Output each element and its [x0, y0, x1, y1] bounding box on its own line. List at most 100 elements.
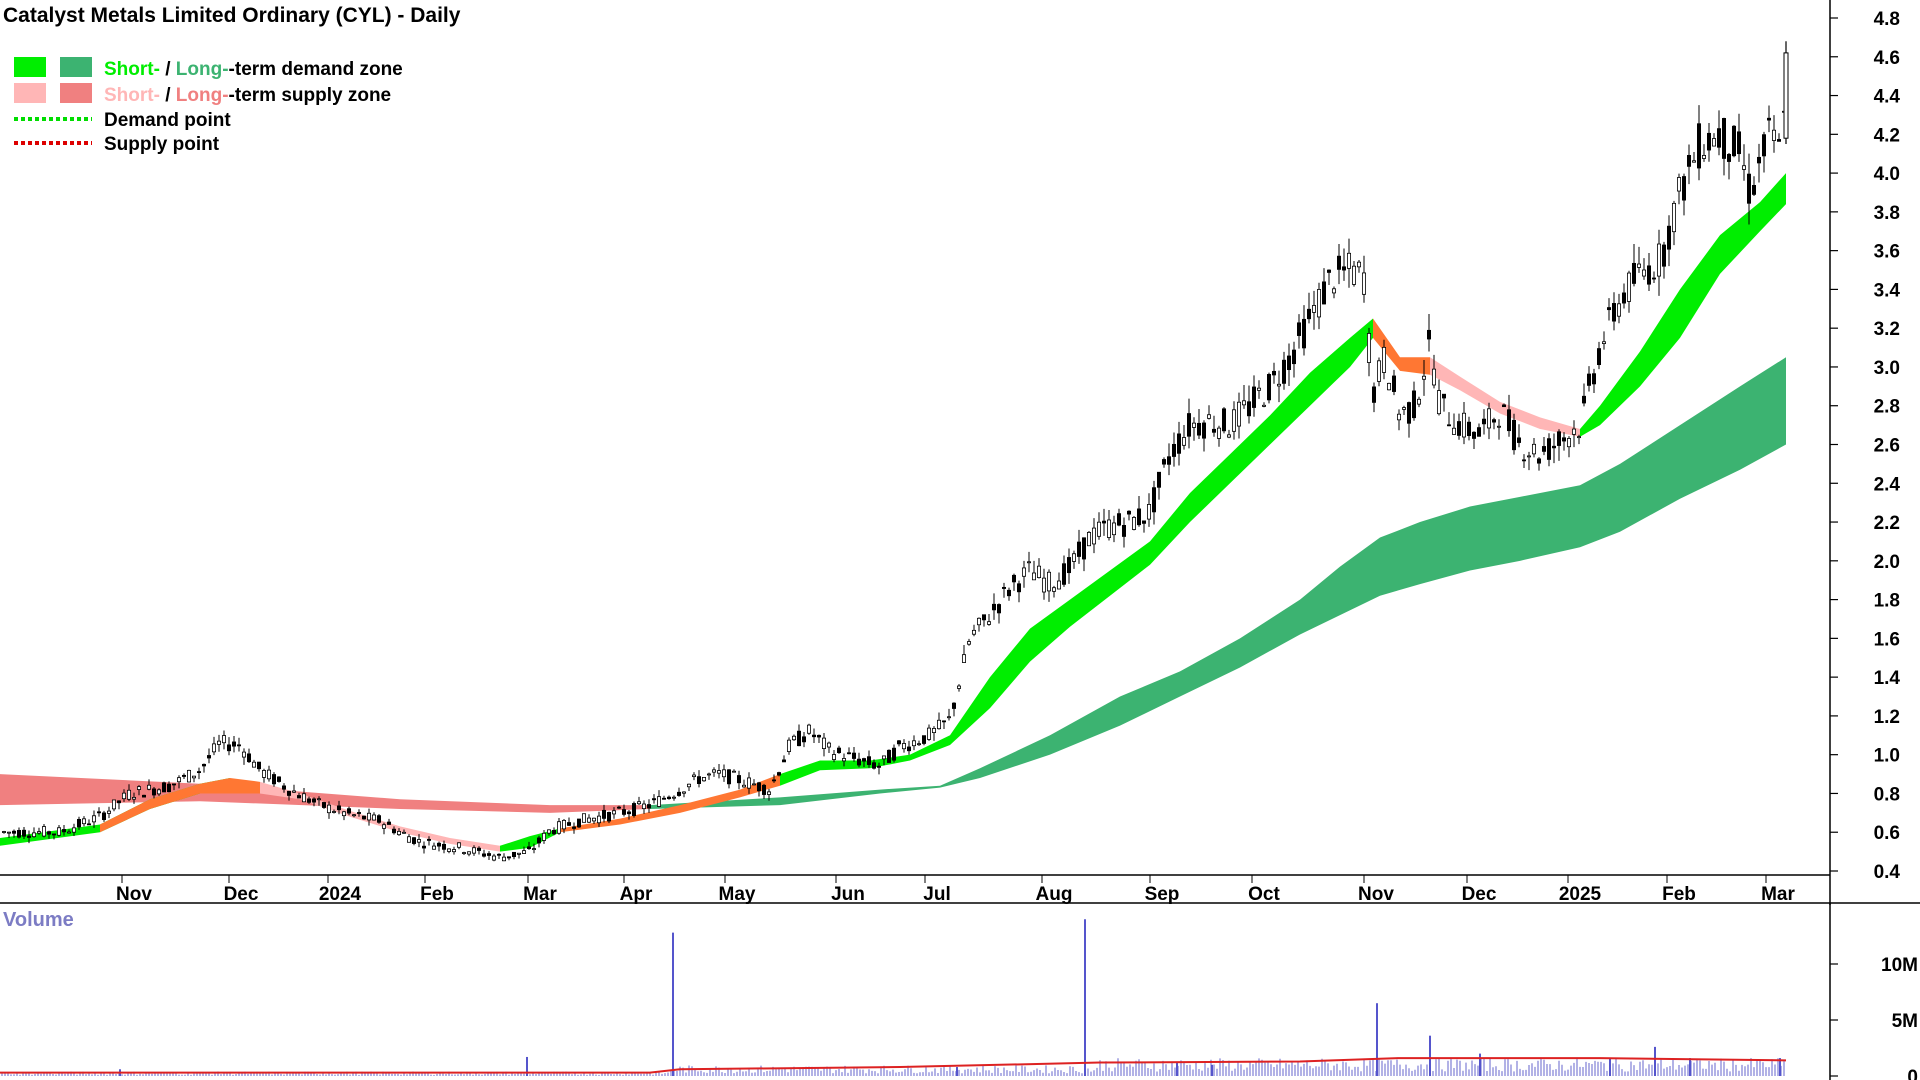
- candle: [1432, 354, 1437, 389]
- candle: [1322, 268, 1327, 305]
- candle: [742, 779, 747, 788]
- candle: [1477, 423, 1482, 437]
- candle: [972, 624, 977, 637]
- candle: [16, 827, 21, 839]
- candle: [822, 733, 827, 757]
- candle: [1017, 580, 1022, 603]
- candle: [657, 790, 662, 808]
- candle: [1232, 401, 1237, 440]
- candle: [371, 812, 376, 821]
- candle: [226, 737, 231, 756]
- candle: [1592, 368, 1597, 393]
- candle: [737, 770, 742, 790]
- candle: [1092, 518, 1097, 554]
- candle: [271, 772, 276, 787]
- candle: [1252, 375, 1257, 417]
- candle: [1307, 292, 1312, 324]
- candle: [562, 818, 567, 834]
- candle: [1037, 558, 1042, 579]
- candle: [122, 789, 127, 802]
- candle: [1407, 401, 1412, 438]
- x-tick-label: May: [719, 884, 756, 905]
- candle: [301, 788, 306, 803]
- candle: [196, 767, 201, 780]
- x-axis-ticks: Nov Dec 2024 Feb Mar Apr May Jun Jul Aug Sep Oct Nov…: [116, 875, 1795, 905]
- y-axis-ticks: 0.4 0.6 0.8 1.0 1.2 1.4 1.6 1.8 2.0 2.2 2.4 2.6 2.8 3…: [1830, 9, 1900, 883]
- candle: [1287, 343, 1292, 386]
- candle: [107, 806, 112, 819]
- candle: [291, 784, 296, 793]
- x-tick-label: Mar: [1761, 884, 1795, 905]
- candle: [1152, 480, 1157, 525]
- candle: [612, 807, 617, 819]
- candle: [426, 836, 431, 846]
- candle: [1532, 438, 1537, 458]
- y-tick-label: 1.0: [1874, 746, 1900, 767]
- candle: [236, 737, 241, 752]
- candle: [131, 792, 136, 804]
- legend-demand-point: Demand point: [104, 110, 231, 131]
- candle: [867, 750, 872, 768]
- candle: [1767, 105, 1772, 133]
- candle: [1007, 587, 1012, 601]
- candle: [1097, 512, 1102, 540]
- candle: [1077, 529, 1082, 564]
- candle: [1117, 508, 1122, 527]
- candle: [1257, 380, 1262, 399]
- candle: [476, 846, 481, 855]
- candle: [617, 805, 622, 810]
- candle: [1742, 144, 1747, 181]
- candle: [1042, 568, 1047, 600]
- candle: [937, 712, 942, 730]
- y-tick-label: 0.6: [1874, 823, 1900, 844]
- candle: [1402, 405, 1407, 416]
- candle: [52, 833, 57, 840]
- candle: [687, 783, 692, 791]
- candle: [376, 814, 381, 824]
- candle: [231, 735, 236, 753]
- candle: [837, 745, 842, 754]
- candle: [446, 848, 451, 854]
- candle: [1207, 405, 1212, 420]
- candle: [962, 644, 967, 663]
- x-tick-label: Dec: [224, 884, 259, 905]
- candle: [592, 817, 597, 824]
- candle: [1562, 432, 1567, 451]
- candle: [1057, 572, 1062, 590]
- candle: [411, 837, 416, 846]
- candle: [436, 841, 441, 852]
- short-term-demand-zone-4: [1580, 173, 1786, 437]
- x-tick-label: Oct: [1248, 884, 1280, 905]
- candle: [241, 748, 246, 765]
- candle: [992, 593, 997, 620]
- legend-supply-sep: /: [160, 85, 176, 106]
- candle: [136, 785, 141, 796]
- volume-axis-ticks: 0 5M 10M: [1830, 955, 1918, 1080]
- candle: [1417, 396, 1422, 408]
- candle: [792, 734, 797, 741]
- candle: [512, 851, 517, 860]
- candle: [1737, 113, 1742, 162]
- candle: [1577, 434, 1582, 445]
- candle: [827, 741, 832, 753]
- candle: [542, 830, 547, 844]
- candle: [141, 794, 146, 798]
- candle: [967, 638, 972, 646]
- candle: [1697, 105, 1702, 181]
- candle: [391, 826, 396, 835]
- candle: [331, 809, 336, 814]
- candle: [1167, 443, 1172, 476]
- candle: [1002, 582, 1007, 598]
- candle: [707, 772, 712, 780]
- candle: [852, 746, 857, 762]
- y-tick-label: 3.8: [1874, 203, 1900, 224]
- candle: [1627, 270, 1632, 313]
- candle: [21, 826, 26, 840]
- candle: [1102, 508, 1107, 536]
- candle: [1142, 520, 1147, 533]
- candle: [1527, 451, 1532, 471]
- candle: [1262, 402, 1267, 408]
- y-tick-label: 3.6: [1874, 242, 1900, 263]
- candle: [1647, 253, 1652, 291]
- candle: [1187, 398, 1192, 449]
